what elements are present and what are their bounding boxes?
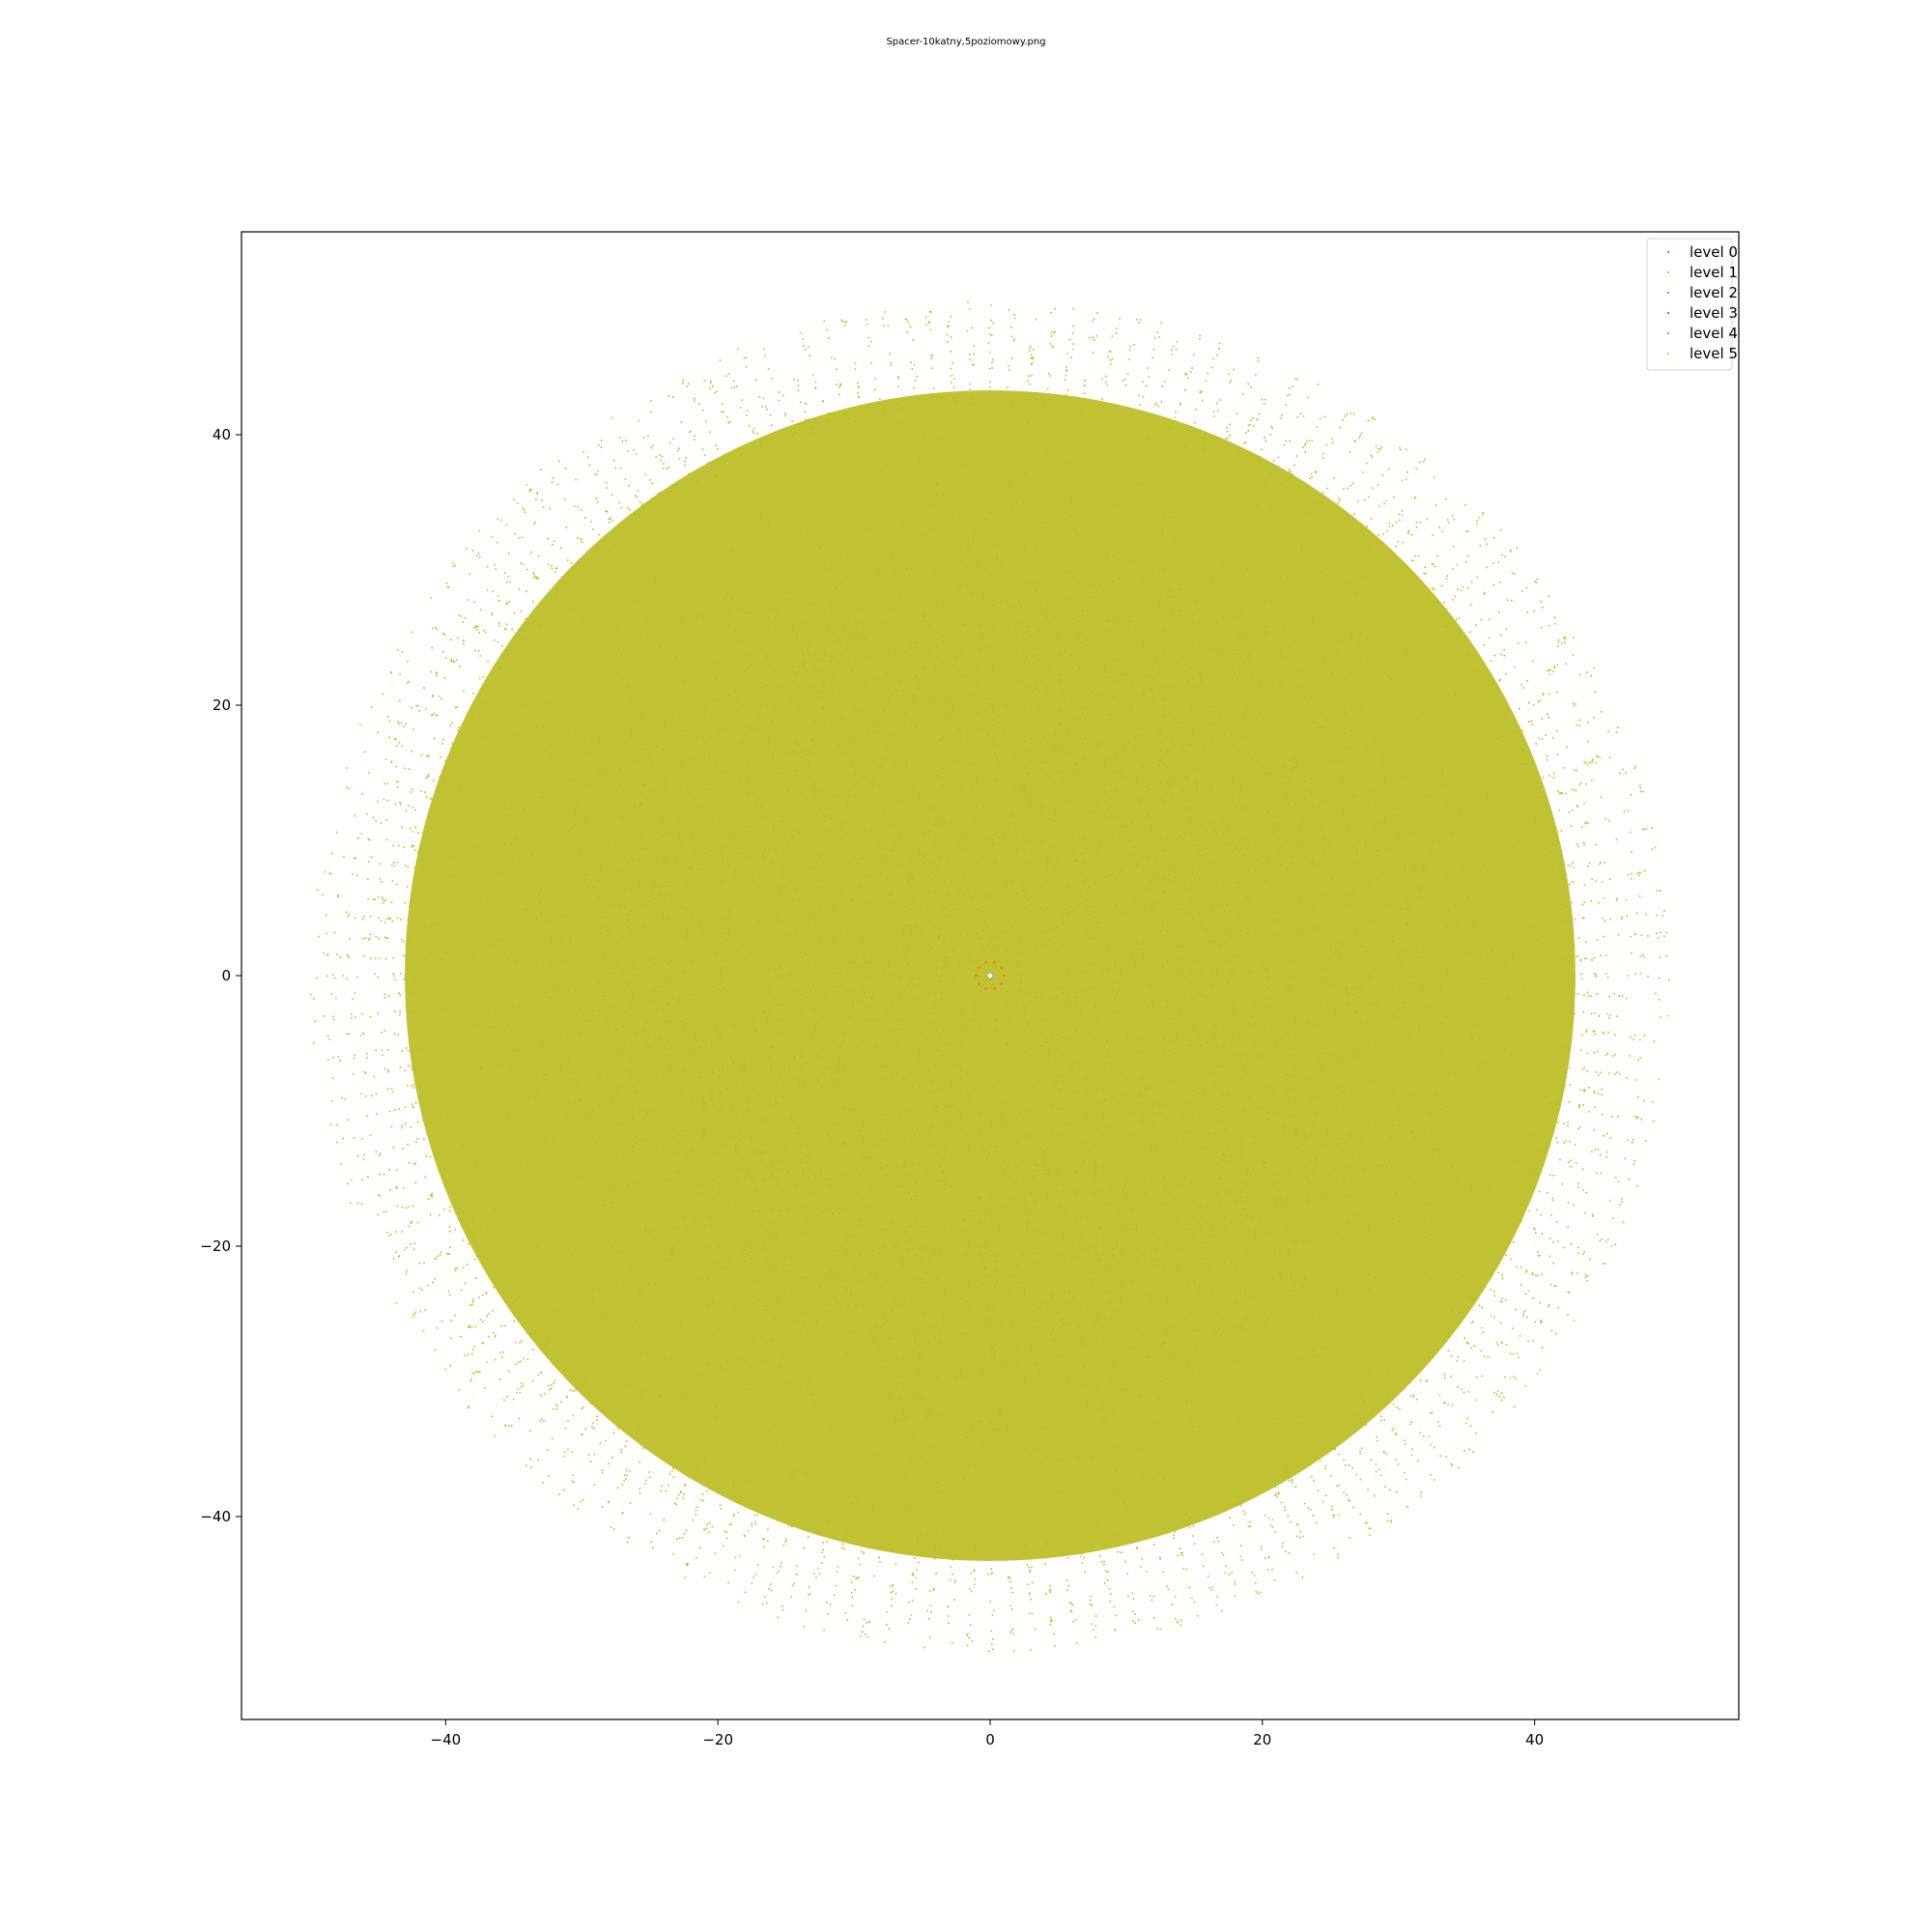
legend-marker (1667, 353, 1669, 355)
level-1-point (999, 966, 1003, 970)
legend-label: level 3 (1690, 304, 1738, 322)
level-1-point (992, 961, 996, 965)
legend-marker (1667, 332, 1669, 334)
y-tick-label: 40 (213, 426, 231, 443)
y-tick-label: −20 (200, 1237, 231, 1255)
level-1-point (978, 966, 981, 970)
x-tick-label: 40 (1525, 1731, 1544, 1748)
x-tick-label: −20 (702, 1731, 733, 1748)
x-tick-label: −40 (431, 1731, 462, 1748)
y-tick-label: 0 (221, 967, 231, 984)
legend-label: level 4 (1690, 325, 1738, 342)
level-1-point (999, 981, 1003, 985)
chart-title: Spacer-10katny,5poziomowy.png (886, 37, 1045, 47)
center-marker (986, 972, 994, 980)
level-1-point (978, 981, 981, 985)
scatter-layer (310, 300, 1670, 1652)
x-tick-label: 0 (985, 1731, 995, 1748)
y-axis: −40 −20 0 20 40 (200, 426, 242, 1525)
x-axis: −40 −20 0 20 40 (431, 1719, 1544, 1748)
legend-label: level 2 (1690, 284, 1738, 301)
legend-label: level 0 (1690, 243, 1738, 261)
y-tick-label: −40 (200, 1508, 231, 1525)
level-1-point (984, 986, 988, 990)
level-1-point (1002, 974, 1006, 978)
legend: level 0 level 1 level 2 level 3 level 4 level… (1646, 238, 1738, 371)
legend-marker (1667, 312, 1669, 314)
legend-marker (1667, 251, 1669, 253)
x-tick-label: 20 (1253, 1731, 1271, 1748)
level-1-point (975, 974, 979, 978)
legend-marker (1667, 292, 1669, 294)
legend-label: level 1 (1690, 264, 1738, 281)
y-tick-label: 20 (213, 696, 231, 714)
level-1-point (984, 961, 988, 965)
plot-area (310, 300, 1670, 1652)
legend-label: level 5 (1690, 345, 1738, 362)
level-1-point (992, 986, 996, 990)
legend-marker (1667, 271, 1669, 273)
